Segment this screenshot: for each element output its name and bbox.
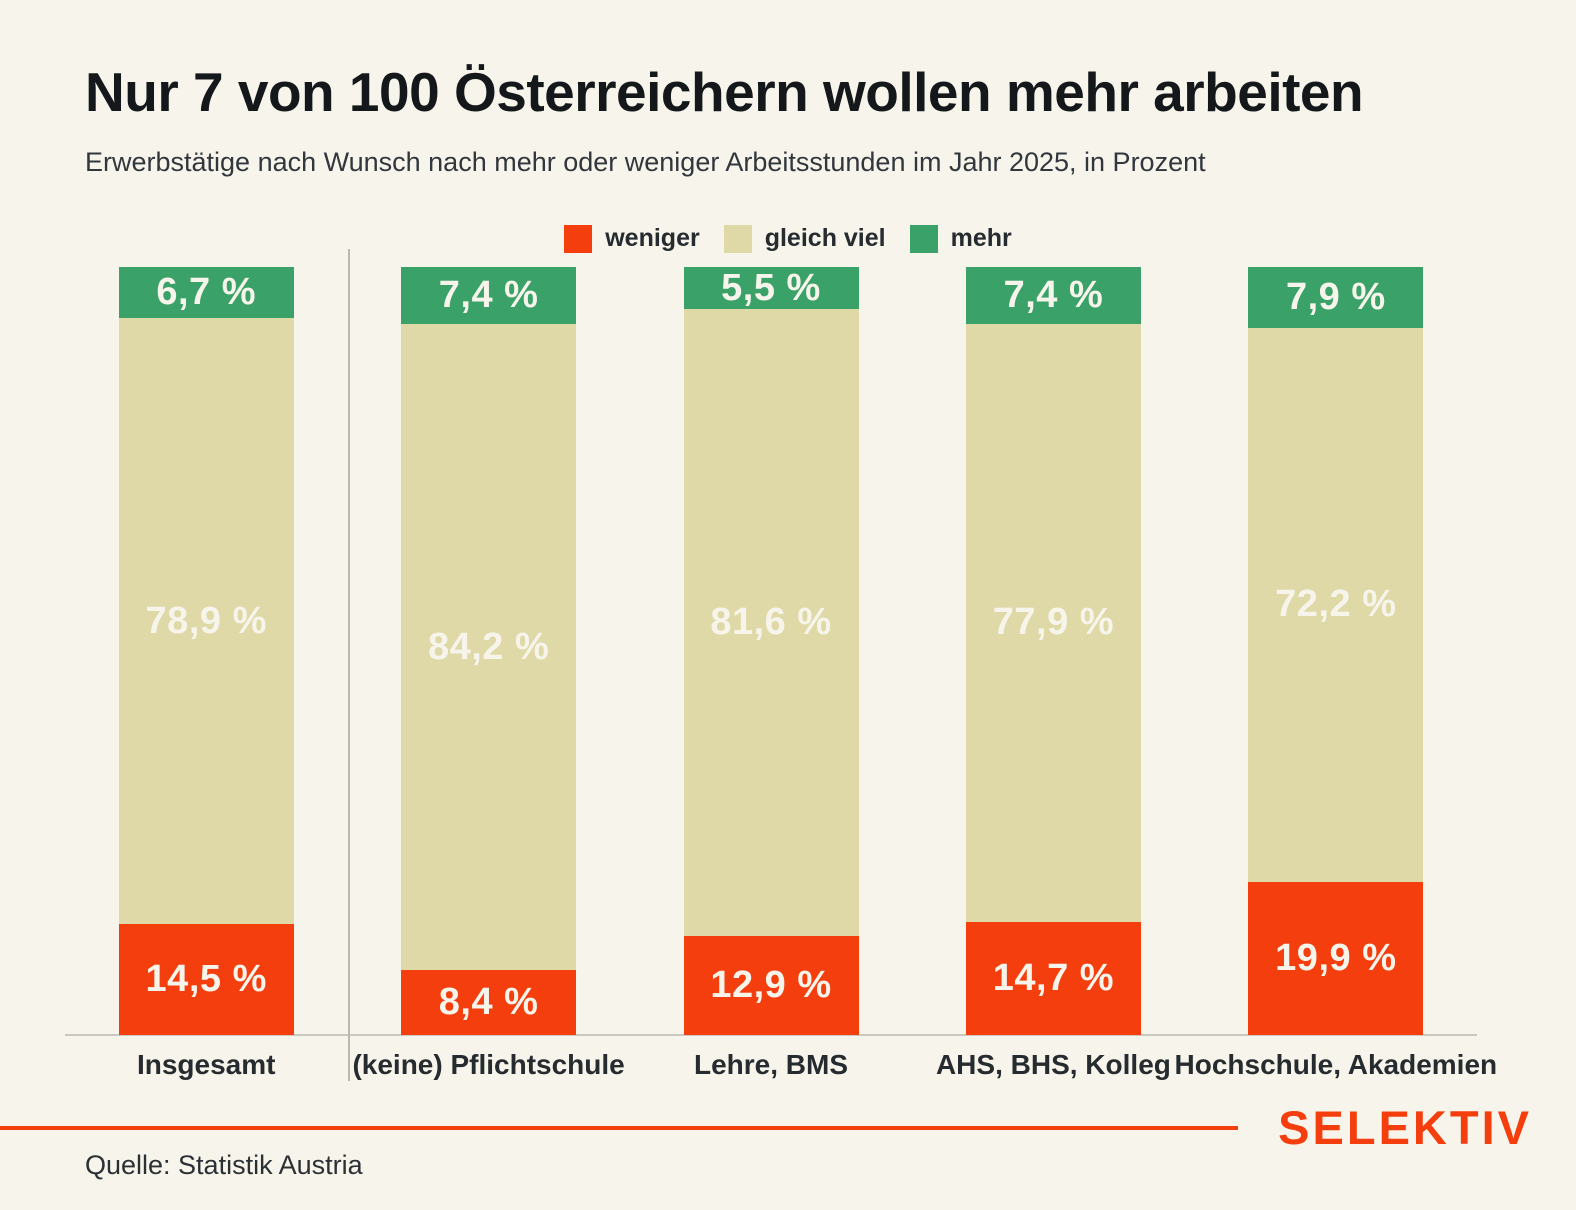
bar-segment-mehr: 6,7 % xyxy=(118,267,294,319)
bar-segment-gleich-viel: 77,9 % xyxy=(965,323,1141,923)
segment-value-label: 7,4 % xyxy=(438,273,539,316)
bar-segment-weniger: 14,5 % xyxy=(118,923,294,1035)
x-axis-baseline xyxy=(65,1034,1477,1036)
bar-column-lehre-bms: 5,5 % 81,6 % 12,9 % Lehre, BMS xyxy=(630,267,912,1081)
stacked-bar: 7,9 % 72,2 % 19,9 % xyxy=(1248,267,1424,1035)
segment-value-label: 78,9 % xyxy=(145,599,267,642)
segment-value-label: 12,9 % xyxy=(710,963,832,1006)
legend-item-mehr: mehr xyxy=(909,224,1012,253)
bar-column-pflichtschule: 7,4 % 84,2 % 8,4 % (keine) Pflichtschule xyxy=(347,267,629,1081)
segment-value-label: 77,9 % xyxy=(992,601,1115,644)
bar-segment-weniger: 12,9 % xyxy=(683,935,859,1035)
page-subtitle: Erwerbstätige nach Wunsch nach mehr oder… xyxy=(85,147,1206,177)
category-label: Insgesamt xyxy=(136,1049,276,1080)
legend-label-weniger: weniger xyxy=(605,224,700,252)
category-label: Hochschule, Akademien xyxy=(1174,1049,1498,1080)
segment-value-label: 14,5 % xyxy=(145,957,267,1000)
bar-segment-weniger: 19,9 % xyxy=(1248,882,1424,1035)
segment-value-label: 84,2 % xyxy=(427,625,550,668)
bar-segment-mehr: 7,9 % xyxy=(1248,267,1424,328)
bar-segment-gleich-viel: 78,9 % xyxy=(118,318,294,924)
legend-item-weniger: weniger xyxy=(564,224,700,253)
segment-value-label: 81,6 % xyxy=(710,601,832,644)
bar-segment-gleich-viel: 72,2 % xyxy=(1248,327,1424,883)
segment-value-label: 19,9 % xyxy=(1275,937,1397,980)
legend-label-gleich-viel: gleich viel xyxy=(764,224,886,252)
segment-value-label: 72,2 % xyxy=(1275,583,1397,626)
bar-segment-weniger: 8,4 % xyxy=(401,970,577,1035)
brand-logo: SELEKTIV xyxy=(1278,1101,1532,1154)
bar-segment-mehr: 5,5 % xyxy=(683,266,859,310)
segment-value-label: 8,4 % xyxy=(438,981,539,1024)
footer-accent-rule xyxy=(0,1126,1238,1130)
bar-segment-mehr: 7,4 % xyxy=(965,267,1141,324)
stacked-bar: 6,7 % 78,9 % 14,5 % xyxy=(118,267,294,1035)
stacked-bar: 5,5 % 81,6 % 12,9 % xyxy=(683,266,859,1035)
bar-segment-weniger: 14,7 % xyxy=(965,922,1141,1035)
bar-segment-gleich-viel: 84,2 % xyxy=(401,323,577,971)
legend-swatch-mehr-icon xyxy=(909,224,938,253)
segment-value-label: 7,9 % xyxy=(1285,275,1386,318)
source-note: Quelle: Statistik Austria xyxy=(85,1150,363,1180)
bar-column-ahs-bhs-kolleg: 7,4 % 77,9 % 14,7 % AHS, BHS, Kolleg xyxy=(912,267,1194,1081)
bar-column-insgesamt: 6,7 % 78,9 % 14,5 % Insgesamt xyxy=(65,267,347,1081)
bar-column-hochschule: 7,9 % 72,2 % 19,9 % Hochschule, Akademie… xyxy=(1175,267,1497,1081)
bar-segment-gleich-viel: 81,6 % xyxy=(683,309,859,936)
stacked-bar: 7,4 % 77,9 % 14,7 % xyxy=(965,267,1141,1035)
chart-legend: weniger gleich viel mehr xyxy=(0,224,1576,253)
bar-segment-mehr: 7,4 % xyxy=(401,267,577,324)
legend-item-gleich-viel: gleich viel xyxy=(723,224,886,253)
legend-label-mehr: mehr xyxy=(950,224,1012,252)
stacked-bar: 7,4 % 84,2 % 8,4 % xyxy=(401,267,577,1035)
bar-chart: 6,7 % 78,9 % 14,5 % Insgesamt 7,4 % 84,2… xyxy=(65,267,1497,1081)
segment-value-label: 14,7 % xyxy=(992,957,1115,1000)
category-label: AHS, BHS, Kolleg xyxy=(935,1049,1171,1080)
page-title: Nur 7 von 100 Österreichern wollen mehr … xyxy=(85,61,1364,123)
segment-value-label: 7,4 % xyxy=(1003,273,1104,316)
category-label: Lehre, BMS xyxy=(694,1049,849,1080)
category-label: (keine) Pflichtschule xyxy=(352,1049,625,1080)
legend-swatch-weniger-icon xyxy=(564,224,593,253)
legend-swatch-gleich-viel-icon xyxy=(723,224,752,253)
insgesamt-divider-line xyxy=(348,249,350,1081)
segment-value-label: 6,7 % xyxy=(156,271,257,314)
segment-value-label: 5,5 % xyxy=(721,266,821,309)
